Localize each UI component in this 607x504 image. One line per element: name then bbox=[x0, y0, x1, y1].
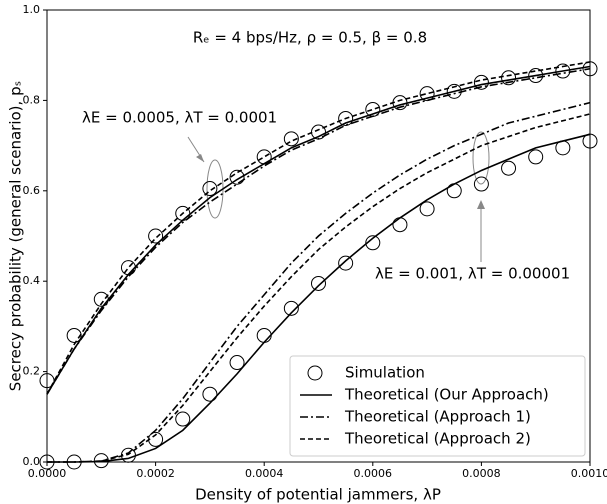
legend-box bbox=[289, 355, 586, 457]
legend-marker bbox=[307, 365, 323, 381]
marker bbox=[473, 176, 489, 192]
marker bbox=[582, 133, 598, 149]
marker bbox=[311, 275, 326, 291]
arrowhead bbox=[196, 154, 204, 162]
marker bbox=[39, 373, 55, 389]
marker bbox=[148, 228, 164, 244]
x-tick-label: 0.0008 bbox=[462, 467, 501, 480]
x-tick-label: 0.0006 bbox=[354, 467, 393, 480]
marker bbox=[256, 327, 272, 343]
marker bbox=[202, 386, 218, 402]
legend-label: Simulation bbox=[345, 364, 425, 382]
series-line bbox=[47, 133, 591, 463]
x-tick-label: 0.0004 bbox=[245, 467, 284, 480]
marker bbox=[555, 63, 571, 79]
x-tick-label: 0.0000 bbox=[28, 467, 67, 480]
x-tick-label: 0.0002 bbox=[136, 467, 175, 480]
annotation: Rₑ = 4 bps/Hz, ρ = 0.5, β = 0.8 bbox=[193, 29, 427, 47]
series-line bbox=[46, 61, 591, 395]
marker bbox=[202, 181, 218, 197]
marker bbox=[256, 149, 272, 165]
marker bbox=[338, 255, 354, 271]
y-tick-label: 0.0 bbox=[23, 455, 41, 468]
marker bbox=[392, 217, 408, 233]
marker bbox=[229, 169, 245, 185]
arrowhead bbox=[477, 200, 485, 209]
marker bbox=[446, 183, 462, 199]
plot-frame bbox=[46, 9, 591, 463]
legend-label: Theoretical (Approach 1) bbox=[344, 408, 531, 426]
y-tick-label: 0.8 bbox=[23, 93, 41, 106]
highlight-ellipse bbox=[472, 131, 490, 185]
marker bbox=[419, 86, 435, 102]
x-axis-label: Density of potential jammers, λP bbox=[195, 486, 441, 504]
y-tick-label: 0.6 bbox=[23, 184, 41, 197]
marker bbox=[501, 160, 517, 176]
y-tick-label: 0.4 bbox=[23, 274, 41, 287]
annotation: λE = 0.001, λT = 0.00001 bbox=[375, 265, 570, 283]
marker bbox=[175, 411, 191, 427]
marker bbox=[528, 68, 544, 84]
y-tick-label: 0.2 bbox=[23, 365, 41, 378]
marker bbox=[283, 131, 299, 147]
marker bbox=[283, 300, 299, 316]
annotation: λE = 0.0005, λT = 0.0001 bbox=[82, 109, 277, 127]
highlight-ellipse bbox=[206, 159, 224, 219]
x-tick-label: 0.0010 bbox=[571, 467, 607, 480]
marker bbox=[419, 201, 435, 217]
marker bbox=[229, 355, 245, 371]
marker bbox=[582, 61, 598, 77]
marker bbox=[501, 70, 517, 86]
legend-label: Theoretical (Approach 2) bbox=[344, 430, 531, 448]
marker bbox=[528, 149, 544, 165]
marker bbox=[473, 74, 489, 90]
marker bbox=[338, 110, 354, 126]
y-tick-label: 1.0 bbox=[23, 3, 41, 16]
series-line bbox=[46, 65, 591, 395]
series-line bbox=[46, 67, 591, 395]
marker bbox=[66, 327, 82, 343]
legend-label: Theoretical (Our Approach) bbox=[344, 386, 549, 404]
series-line bbox=[47, 101, 591, 463]
marker bbox=[365, 235, 381, 251]
y-axis-label: Secrecy probability (general scenario), … bbox=[7, 81, 25, 391]
series-line bbox=[47, 113, 591, 463]
